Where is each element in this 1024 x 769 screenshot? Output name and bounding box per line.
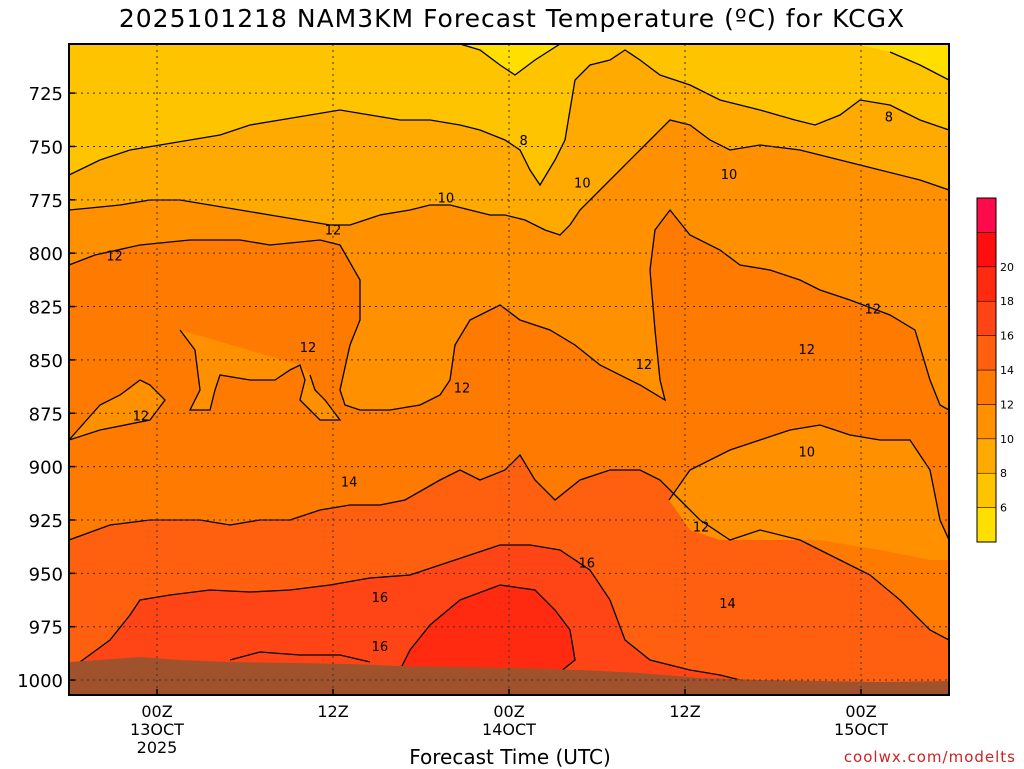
colorbar-label: 20	[1000, 261, 1014, 274]
contour-line-16	[69, 544, 741, 681]
x-tick-label: 12Z	[317, 702, 348, 721]
contour-label: 12	[636, 358, 653, 373]
colorbar-frame	[976, 197, 997, 543]
x-axis-label: Forecast Time (UTC)	[409, 745, 611, 769]
contour-line-6	[459, 44, 561, 76]
x-tick-label: 00Z	[845, 702, 876, 721]
x-tick-label: 00Z	[141, 702, 172, 721]
y-tick-label: 900	[29, 458, 63, 479]
contour-label: 12	[133, 409, 150, 424]
contour-line-16b	[229, 651, 371, 663]
contour-label: 12	[454, 382, 471, 397]
x-tick-label: 12Z	[669, 702, 700, 721]
colorbar-segment	[976, 266, 997, 302]
contour-line-8	[69, 49, 949, 187]
colorbar-segment	[976, 232, 997, 268]
contour-label: 12	[693, 520, 710, 535]
colorbar-segment	[976, 404, 997, 440]
colorbar-label: 12	[1000, 398, 1014, 411]
x-tick-label: 00Z	[493, 702, 524, 721]
x-tick-label: 15OCT	[834, 720, 888, 739]
contour-line-18	[399, 584, 576, 673]
contour-line-10	[69, 119, 949, 236]
colorbar-label: 14	[1000, 364, 1014, 377]
colorbar-label: 18	[1000, 295, 1014, 308]
y-tick-label: 850	[29, 351, 63, 372]
contour-label: 12	[325, 224, 342, 239]
contour-label: 16	[372, 591, 389, 606]
colorbar-label: 10	[1000, 433, 1014, 446]
contour-label: 8	[885, 111, 893, 126]
colorbar-label: 6	[1000, 502, 1007, 515]
contour-line-12	[69, 208, 949, 411]
y-tick-label: 750	[29, 137, 63, 158]
y-tick-label: 950	[29, 564, 63, 585]
y-tick-label: 825	[29, 298, 63, 319]
contour-label: 10	[721, 168, 738, 183]
contour-line-6b	[889, 51, 949, 81]
contour-line-12d	[668, 424, 949, 541]
contour-label: 10	[438, 192, 455, 207]
contour-line-14	[69, 453, 949, 641]
contour-label: 12	[300, 341, 317, 356]
colorbar-segment	[976, 438, 997, 474]
colorbar-segment	[976, 197, 997, 233]
colorbar-segment	[976, 507, 997, 543]
y-tick-label: 875	[29, 404, 63, 425]
y-tick-label: 975	[29, 618, 63, 639]
x-tick-label: 13OCT	[130, 720, 184, 739]
contour-line-12c	[179, 329, 342, 421]
contour-label: 12	[798, 343, 815, 358]
contour-line-12b	[69, 379, 166, 441]
contour-label: 10	[798, 446, 815, 461]
contour-label: 14	[719, 597, 736, 612]
colorbar-segment	[976, 369, 997, 405]
source-credit: coolwx.com/modelts	[843, 748, 1016, 766]
contour-label: 10	[574, 177, 591, 192]
colorbar-segment	[976, 335, 997, 371]
colorbar-segment	[976, 300, 997, 336]
y-tick-label: 775	[29, 191, 63, 212]
y-tick-label: 925	[29, 511, 63, 532]
contour-label: 14	[341, 476, 358, 491]
contour-label: 12	[106, 249, 123, 264]
contour-label: 16	[372, 640, 389, 655]
colorbar-label: 16	[1000, 330, 1014, 343]
band-18-20	[400, 585, 575, 672]
chart-title: 2025101218 NAM3KM Forecast Temperature (…	[118, 4, 906, 33]
x-tick-label: 2025	[137, 738, 178, 757]
contour-label: 16	[578, 557, 595, 572]
x-tick-label: 14OCT	[482, 720, 536, 739]
y-tick-label: 800	[29, 244, 63, 265]
y-tick-label: 1000	[17, 671, 63, 692]
contour-label: 12	[864, 303, 881, 318]
colorbar-label: 8	[1000, 467, 1007, 480]
contour-label: 8	[520, 134, 528, 149]
band-6-8	[69, 44, 949, 185]
colorbar-segment	[976, 472, 997, 508]
y-tick-label: 725	[29, 84, 63, 105]
